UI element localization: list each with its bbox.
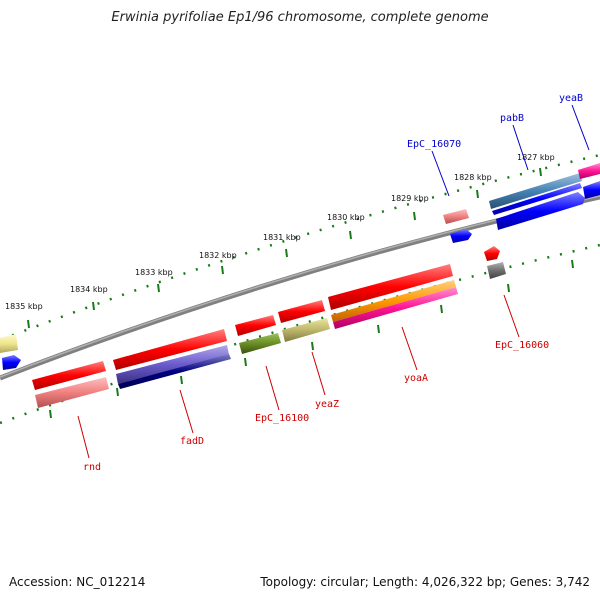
gene-arrow[interactable] xyxy=(113,329,227,370)
gene-label-EpC_16060[interactable]: EpC_16060 xyxy=(495,340,549,351)
tick-labels: 1835 kbp 1834 kbp 1833 kbp 1832 kbp 1831… xyxy=(5,153,555,311)
gene-labels: yeaB pabB EpC_16070 EpC_16060 yoaA yeaZ … xyxy=(83,93,583,473)
gene-arrow[interactable] xyxy=(0,334,18,353)
gene-arrow[interactable] xyxy=(239,333,281,354)
gene-label-yoaA[interactable]: yoaA xyxy=(404,373,428,384)
gene-arrow[interactable] xyxy=(578,163,600,179)
gene-label-EpC_16100[interactable]: EpC_16100 xyxy=(255,413,309,424)
genome-summary-text: Topology: circular; Length: 4,026,322 bp… xyxy=(260,575,590,589)
gene-arrow[interactable] xyxy=(333,287,458,329)
gene-arrow[interactable] xyxy=(118,354,231,389)
inner-genes xyxy=(32,246,506,408)
gene-arrow[interactable] xyxy=(496,192,585,230)
gene-label-yeaB[interactable]: yeaB xyxy=(559,93,583,104)
map-title: Erwinia pyrifoliae Ep1/96 chromosome, co… xyxy=(111,10,489,25)
gene-arrow[interactable] xyxy=(235,315,276,336)
gene-arrow[interactable] xyxy=(489,173,582,209)
outer-genes xyxy=(0,163,600,370)
gene-label-yeaZ[interactable]: yeaZ xyxy=(315,399,339,410)
gene-arrow[interactable] xyxy=(116,345,229,384)
gene-arrow[interactable] xyxy=(35,377,109,408)
tick-label: 1833 kbp xyxy=(135,268,173,277)
gene-arrow[interactable] xyxy=(583,181,600,199)
inner-major-ticks xyxy=(49,259,574,419)
gene-arrow[interactable] xyxy=(484,246,500,261)
tick-label: 1831 kbp xyxy=(263,233,301,242)
gene-label-rnd[interactable]: rnd xyxy=(83,462,101,473)
gene-arrow[interactable] xyxy=(32,361,106,390)
gene-arrow[interactable] xyxy=(282,318,330,342)
gene-label-fadD[interactable]: fadD xyxy=(180,436,204,447)
tick-label: 1827 kbp xyxy=(517,153,555,162)
accession-text: Accession: NC_012214 xyxy=(9,575,146,589)
gene-arrow[interactable] xyxy=(492,183,582,215)
tick-label: 1830 kbp xyxy=(327,213,365,222)
gene-label-pabB[interactable]: pabB xyxy=(500,113,524,124)
tick-label: 1832 kbp xyxy=(199,251,237,260)
outer-major-ticks xyxy=(27,167,542,329)
gene-arrow[interactable] xyxy=(2,355,21,370)
tick-label: 1835 kbp xyxy=(5,302,43,311)
gene-arrow[interactable] xyxy=(331,280,456,322)
gene-arrow[interactable] xyxy=(328,264,453,310)
tick-label: 1834 kbp xyxy=(70,285,108,294)
gene-arrow[interactable] xyxy=(278,300,325,323)
gene-arrow[interactable] xyxy=(487,262,506,279)
gene-label-EpC_16070[interactable]: EpC_16070 xyxy=(407,139,461,150)
gene-arrow[interactable] xyxy=(450,229,472,243)
gene-arrow[interactable] xyxy=(443,209,469,224)
tick-label: 1829 kbp xyxy=(391,194,429,203)
tick-label: 1828 kbp xyxy=(454,173,492,182)
callout-lines xyxy=(77,104,590,459)
